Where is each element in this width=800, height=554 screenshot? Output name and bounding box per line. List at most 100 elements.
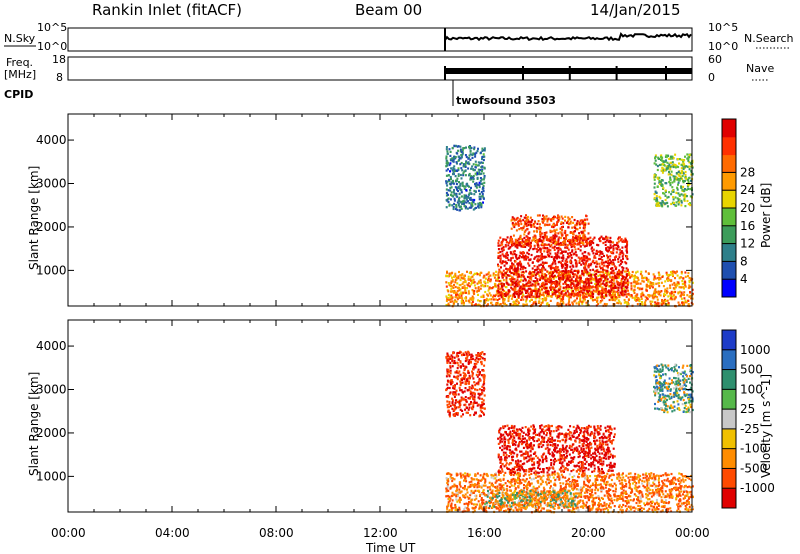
rti-cell xyxy=(504,245,507,248)
rti-cell xyxy=(624,505,627,508)
rti-cell xyxy=(669,184,672,187)
rti-cell xyxy=(691,297,694,300)
rti-cell xyxy=(512,300,515,303)
rti-cell xyxy=(686,199,689,203)
rti-cell xyxy=(542,239,545,242)
rti-cell xyxy=(503,283,506,286)
rti-cell xyxy=(684,173,687,177)
rti-cell xyxy=(582,255,585,258)
rti-cell xyxy=(465,161,467,164)
rti-cell xyxy=(569,259,572,262)
rti-cell xyxy=(656,506,658,509)
rti-cell xyxy=(654,175,657,178)
rti-cell xyxy=(606,472,609,475)
rti-cell xyxy=(674,272,677,275)
rti-cell xyxy=(559,279,561,283)
rti-cell xyxy=(455,194,458,197)
rti-cell xyxy=(677,198,680,201)
rti-cell xyxy=(622,489,625,492)
rti-cell xyxy=(479,195,482,198)
rti-cell xyxy=(564,492,567,495)
rti-cell xyxy=(666,279,669,282)
rti-cell xyxy=(559,231,562,234)
rti-cell xyxy=(469,178,472,181)
rti-cell xyxy=(690,490,693,493)
rti-cell xyxy=(681,301,683,304)
rti-cell xyxy=(582,257,585,260)
rti-cell xyxy=(570,268,573,271)
rti-cell xyxy=(554,265,557,268)
rti-cell xyxy=(467,292,470,295)
rti-cell xyxy=(556,268,559,271)
rti-cell xyxy=(591,250,594,253)
rti-cell xyxy=(555,478,558,481)
rti-cell xyxy=(523,225,526,228)
rti-cell xyxy=(668,180,671,184)
rti-cell xyxy=(460,276,463,279)
rti-cell xyxy=(505,256,508,259)
rti-cell xyxy=(510,267,513,270)
rti-cell xyxy=(620,250,623,253)
rti-cell xyxy=(484,285,487,288)
rti-cell xyxy=(678,303,681,306)
rti-cell xyxy=(455,161,458,164)
rti-cell xyxy=(460,156,463,159)
rti-cell xyxy=(476,150,479,153)
rti-cell xyxy=(660,184,663,187)
rti-cell xyxy=(687,509,690,512)
rti-cell xyxy=(515,473,518,476)
rti-cell xyxy=(480,206,483,209)
rti-cell xyxy=(590,262,593,265)
rti-cell xyxy=(593,254,596,258)
rti-cell xyxy=(468,172,471,176)
rti-cell xyxy=(515,271,518,275)
rti-cell xyxy=(454,300,456,303)
rti-cell xyxy=(467,275,470,278)
rti-cell xyxy=(455,182,458,186)
rti-cell xyxy=(603,478,606,481)
rti-cell xyxy=(688,276,691,280)
rti-cell xyxy=(536,238,539,242)
rti-cell xyxy=(578,232,581,235)
rti-cell xyxy=(571,301,574,304)
rti-cell xyxy=(688,168,691,171)
rti-cell xyxy=(575,224,578,227)
rti-cell xyxy=(608,298,611,302)
rti-cell xyxy=(649,302,652,306)
rti-cell xyxy=(637,282,640,285)
rti-cell xyxy=(546,218,549,221)
rti-cell xyxy=(568,285,571,288)
rti-cell xyxy=(556,247,558,250)
rti-cell xyxy=(575,234,578,237)
rti-cell xyxy=(464,496,467,499)
rti-cell xyxy=(660,304,663,307)
rti-cell xyxy=(506,274,509,277)
rti-cell xyxy=(488,506,491,510)
rti-cell xyxy=(626,257,629,261)
rti-cell xyxy=(558,236,561,239)
rti-cell xyxy=(505,286,508,289)
rti-cell xyxy=(512,250,515,253)
rti-cell xyxy=(687,159,690,162)
rti-cell xyxy=(623,293,626,296)
rti-cell xyxy=(675,201,678,204)
rti-cell xyxy=(624,246,627,249)
rti-cell xyxy=(563,237,565,240)
rti-cell xyxy=(555,235,558,238)
rti-cell xyxy=(542,283,545,286)
rti-cell xyxy=(524,284,527,287)
rti-cell xyxy=(685,195,688,198)
rti-cell xyxy=(458,196,461,199)
rti-cell xyxy=(479,201,481,205)
rti-cell xyxy=(680,158,683,161)
rti-cell xyxy=(556,297,559,300)
rti-cell xyxy=(682,277,685,280)
rti-cell xyxy=(458,187,461,190)
rti-cell xyxy=(668,489,671,492)
rti-cell xyxy=(668,494,671,497)
rti-cell xyxy=(466,270,468,273)
rti-cell xyxy=(587,274,590,277)
rti-cell xyxy=(562,274,565,277)
rti-cell xyxy=(659,291,662,294)
rti-cell xyxy=(626,303,629,306)
